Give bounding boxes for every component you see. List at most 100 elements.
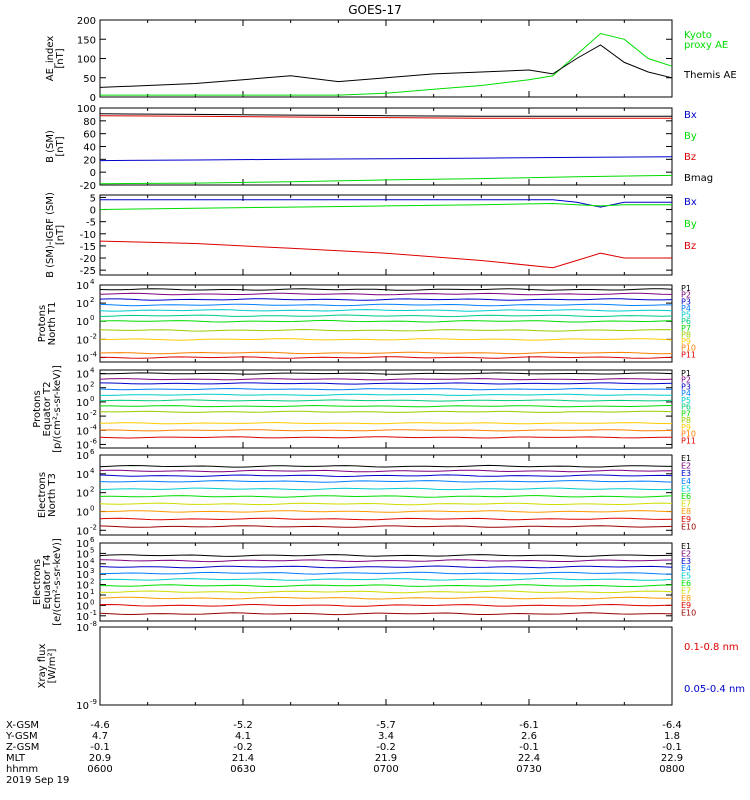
series-line-p2 <box>99 378 673 381</box>
y-tick-label-exponent: -4 <box>90 350 98 358</box>
y-tick-label: 10 <box>76 317 89 328</box>
series-label-e3: E3 <box>681 557 691 566</box>
x-axis-value: 21.9 <box>375 753 397 764</box>
y-axis-label: [nT] <box>55 225 66 245</box>
x-axis-value: 2.6 <box>521 731 537 742</box>
x-axis-value: -4.6 <box>90 720 110 731</box>
series-line-p3 <box>99 382 673 385</box>
series-line-p7 <box>100 404 673 408</box>
x-axis-value: 21.4 <box>232 753 254 764</box>
x-axis-value: 4.1 <box>235 731 251 742</box>
y-tick-label-exponent: -6 <box>90 437 98 445</box>
x-axis-value: 4.7 <box>92 731 108 742</box>
y-tick-label: 10 <box>76 601 89 612</box>
y-tick-label: 10 <box>76 451 89 462</box>
series-label-p8: P8 <box>681 416 691 425</box>
y-tick-label: 10 <box>76 526 89 537</box>
series-line-p1 <box>100 372 673 375</box>
y-tick-label-exponent: 4 <box>90 557 95 565</box>
y-tick-label-exponent: 2 <box>90 486 94 494</box>
series-label-e8: E8 <box>681 507 691 516</box>
series-line-p9 <box>99 338 673 341</box>
series-line-e1 <box>99 554 673 557</box>
y-axis-label: North T1 <box>47 302 58 346</box>
x-axis-row-label-x-gsm: X-GSM <box>6 720 39 731</box>
series-line-p10 <box>99 351 673 355</box>
x-axis-value: 1.8 <box>664 731 680 742</box>
panel-frame <box>99 194 673 276</box>
legend-entry-by: By <box>684 219 697 230</box>
series-label-e9: E9 <box>681 515 691 524</box>
y-tick-label: 10 <box>76 470 89 481</box>
series-label-e8: E8 <box>681 594 691 603</box>
series-line-e2 <box>99 559 673 563</box>
series-line-bx <box>99 156 673 162</box>
series-line-p11 <box>99 356 673 359</box>
series-label-p3: P3 <box>681 382 691 391</box>
series-label-e1: E1 <box>681 454 691 463</box>
y-tick-label-exponent: -9 <box>90 698 97 706</box>
series-line-p2 <box>99 292 673 296</box>
x-axis-value: 0700 <box>373 764 398 775</box>
y-tick-label: 200 <box>77 16 96 27</box>
y-tick-label-exponent: -8 <box>90 620 97 628</box>
series-label-e4: E4 <box>681 564 691 573</box>
x-axis-value: 0600 <box>87 764 112 775</box>
legend-entry-by: By <box>684 131 697 142</box>
series-line-e4 <box>99 571 673 575</box>
y-tick-label: 10 <box>76 591 89 602</box>
y-tick-label: 0 <box>90 93 96 104</box>
series-label-e2: E2 <box>681 462 691 471</box>
series-line-e6 <box>99 495 673 498</box>
series-line-p5 <box>99 309 673 312</box>
panel-frame <box>99 626 673 706</box>
y-tick-label-exponent: 4 <box>90 278 95 286</box>
y-tick-label: 10 <box>76 370 89 381</box>
series-label-p11: P11 <box>681 436 696 445</box>
panel-frame <box>99 19 673 98</box>
series-line-p6 <box>99 314 673 318</box>
series-label-p4: P4 <box>681 304 691 313</box>
y-tick-label-exponent: -1 <box>90 609 97 617</box>
legend-entry-kyoto: Kyoto <box>684 30 712 41</box>
x-axis-value: -6.4 <box>662 720 682 731</box>
y-tick-label: 60 <box>83 130 96 141</box>
series-line-bmag <box>99 113 672 117</box>
y-tick-label: 10 <box>76 426 89 437</box>
series-line-p9 <box>99 421 673 425</box>
y-axis-label: [p/(cm²-s-sr-keV)] <box>52 365 63 453</box>
series-label-p6: P6 <box>681 317 691 326</box>
x-axis-value: -0.1 <box>662 742 682 753</box>
y-tick-label-exponent: 5 <box>90 546 94 554</box>
series-label-p10: P10 <box>681 430 696 439</box>
series-line-e7 <box>99 590 673 594</box>
x-axis-row-label-z-gsm: Z-GSM <box>6 742 39 753</box>
x-axis-value: -0.2 <box>376 742 396 753</box>
series-line-p4 <box>99 387 673 391</box>
series-line-themis-ae <box>99 44 673 88</box>
series-line-p8 <box>99 328 673 332</box>
y-tick-label: 10 <box>76 384 89 395</box>
series-label-e2: E2 <box>681 549 691 558</box>
series-label-p1: P1 <box>681 284 691 293</box>
y-tick-label: 150 <box>77 35 96 46</box>
y-axis-label: [nT] <box>55 48 66 68</box>
series-label-p2: P2 <box>681 291 691 300</box>
x-axis-row-label-mlt: MLT <box>6 753 26 764</box>
series-line-e2 <box>99 469 673 473</box>
series-label-e10: E10 <box>681 609 696 618</box>
series-label-p11: P11 <box>681 350 696 359</box>
series-label-e5: E5 <box>681 572 691 581</box>
x-axis-value: 20.9 <box>89 753 111 764</box>
y-tick-label: -20 <box>80 254 96 265</box>
y-tick-label: -20 <box>80 181 96 192</box>
y-tick-label-exponent: 0 <box>90 314 94 322</box>
y-tick-label-exponent: -2 <box>90 523 97 531</box>
series-label-p7: P7 <box>681 409 691 418</box>
y-tick-label: 50 <box>83 74 96 85</box>
y-axis-label: Xray flux <box>37 644 48 689</box>
